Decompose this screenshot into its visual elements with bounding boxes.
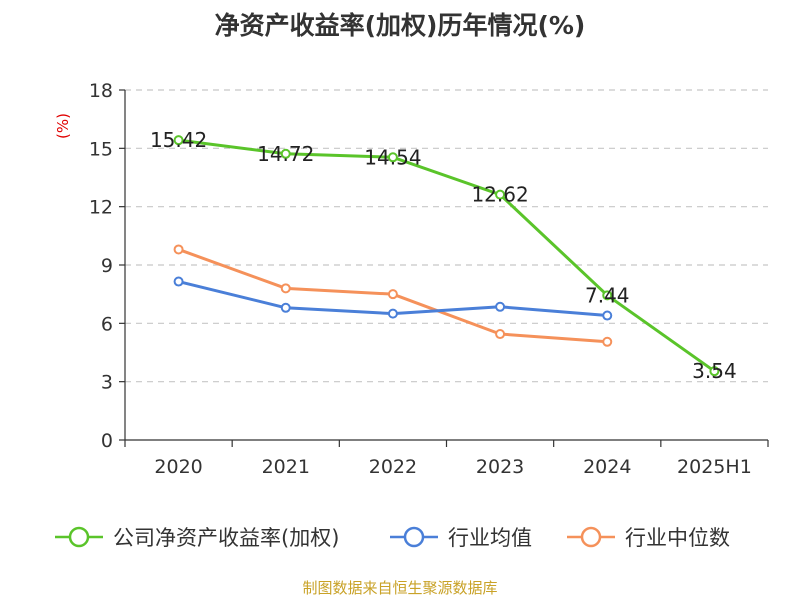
x-tick-label: 2022 [369, 456, 417, 478]
data-point[interactable] [173, 276, 184, 287]
legend-label: 行业均值 [448, 526, 532, 550]
data-point[interactable] [280, 148, 291, 159]
legend-item[interactable]: 行业均值 [390, 526, 532, 550]
legend[interactable]: 公司净资产收益率(加权) 行业均值 行业中位数 [55, 526, 730, 550]
data-point[interactable] [280, 283, 291, 294]
y-tick-label: 12 [89, 197, 113, 219]
data-point[interactable] [495, 301, 506, 312]
data-label: 7.44 [585, 283, 630, 307]
data-label: 14.54 [364, 145, 421, 169]
data-label: 3.54 [692, 359, 737, 383]
x-tick-label: 2025H1 [677, 456, 752, 478]
data-point[interactable] [709, 366, 720, 377]
data-point[interactable] [387, 308, 398, 319]
data-point[interactable] [602, 290, 613, 301]
data-label: 12.62 [471, 183, 528, 207]
chart-title: 净资产收益率(加权)历年情况(%) [214, 11, 586, 40]
data-point[interactable] [495, 189, 506, 200]
y-tick-label: 0 [101, 430, 113, 452]
legend-marker-icon [580, 526, 602, 548]
grid-layer [125, 89, 768, 383]
data-point[interactable] [387, 152, 398, 163]
x-tick-label: 2024 [583, 456, 631, 478]
x-tick-label: 2023 [476, 456, 524, 478]
data-point[interactable] [173, 135, 184, 146]
axis-layer: 0 3 6 9 12 15 18 2020 2021 2022 2023 2024 2025H1 [89, 80, 769, 478]
legend-marker-icon [403, 526, 425, 548]
data-point[interactable] [495, 329, 506, 340]
y-tick-label: 18 [89, 80, 113, 102]
x-tick-label: 2020 [154, 456, 202, 478]
legend-marker-icon [68, 526, 90, 548]
x-tick-label: 2021 [262, 456, 310, 478]
legend-label: 行业中位数 [625, 526, 730, 550]
data-point[interactable] [602, 310, 613, 321]
data-point[interactable] [387, 289, 398, 300]
label-layer: 15.42 14.72 14.54 12.62 7.44 3.54 [150, 128, 737, 383]
data-point[interactable] [280, 302, 291, 313]
y-tick-label: 3 [101, 372, 113, 394]
y-tick-label: 15 [89, 138, 113, 160]
legend-item[interactable]: 公司净资产收益率(加权) [55, 526, 339, 550]
data-source-note: 制图数据来自恒生聚源数据库 [302, 579, 498, 597]
data-point[interactable] [173, 244, 184, 255]
y-tick-label: 9 [101, 255, 113, 277]
data-point[interactable] [602, 336, 613, 347]
legend-item[interactable]: 行业中位数 [567, 526, 730, 550]
y-tick-label: 6 [101, 313, 113, 335]
y-axis-unit-label: (%) [54, 113, 72, 139]
series-layer [173, 135, 720, 377]
legend-label: 公司净资产收益率(加权) [113, 526, 339, 550]
series-line [178, 138, 716, 373]
data-label: 14.72 [257, 142, 314, 166]
data-label: 15.42 [150, 128, 207, 152]
